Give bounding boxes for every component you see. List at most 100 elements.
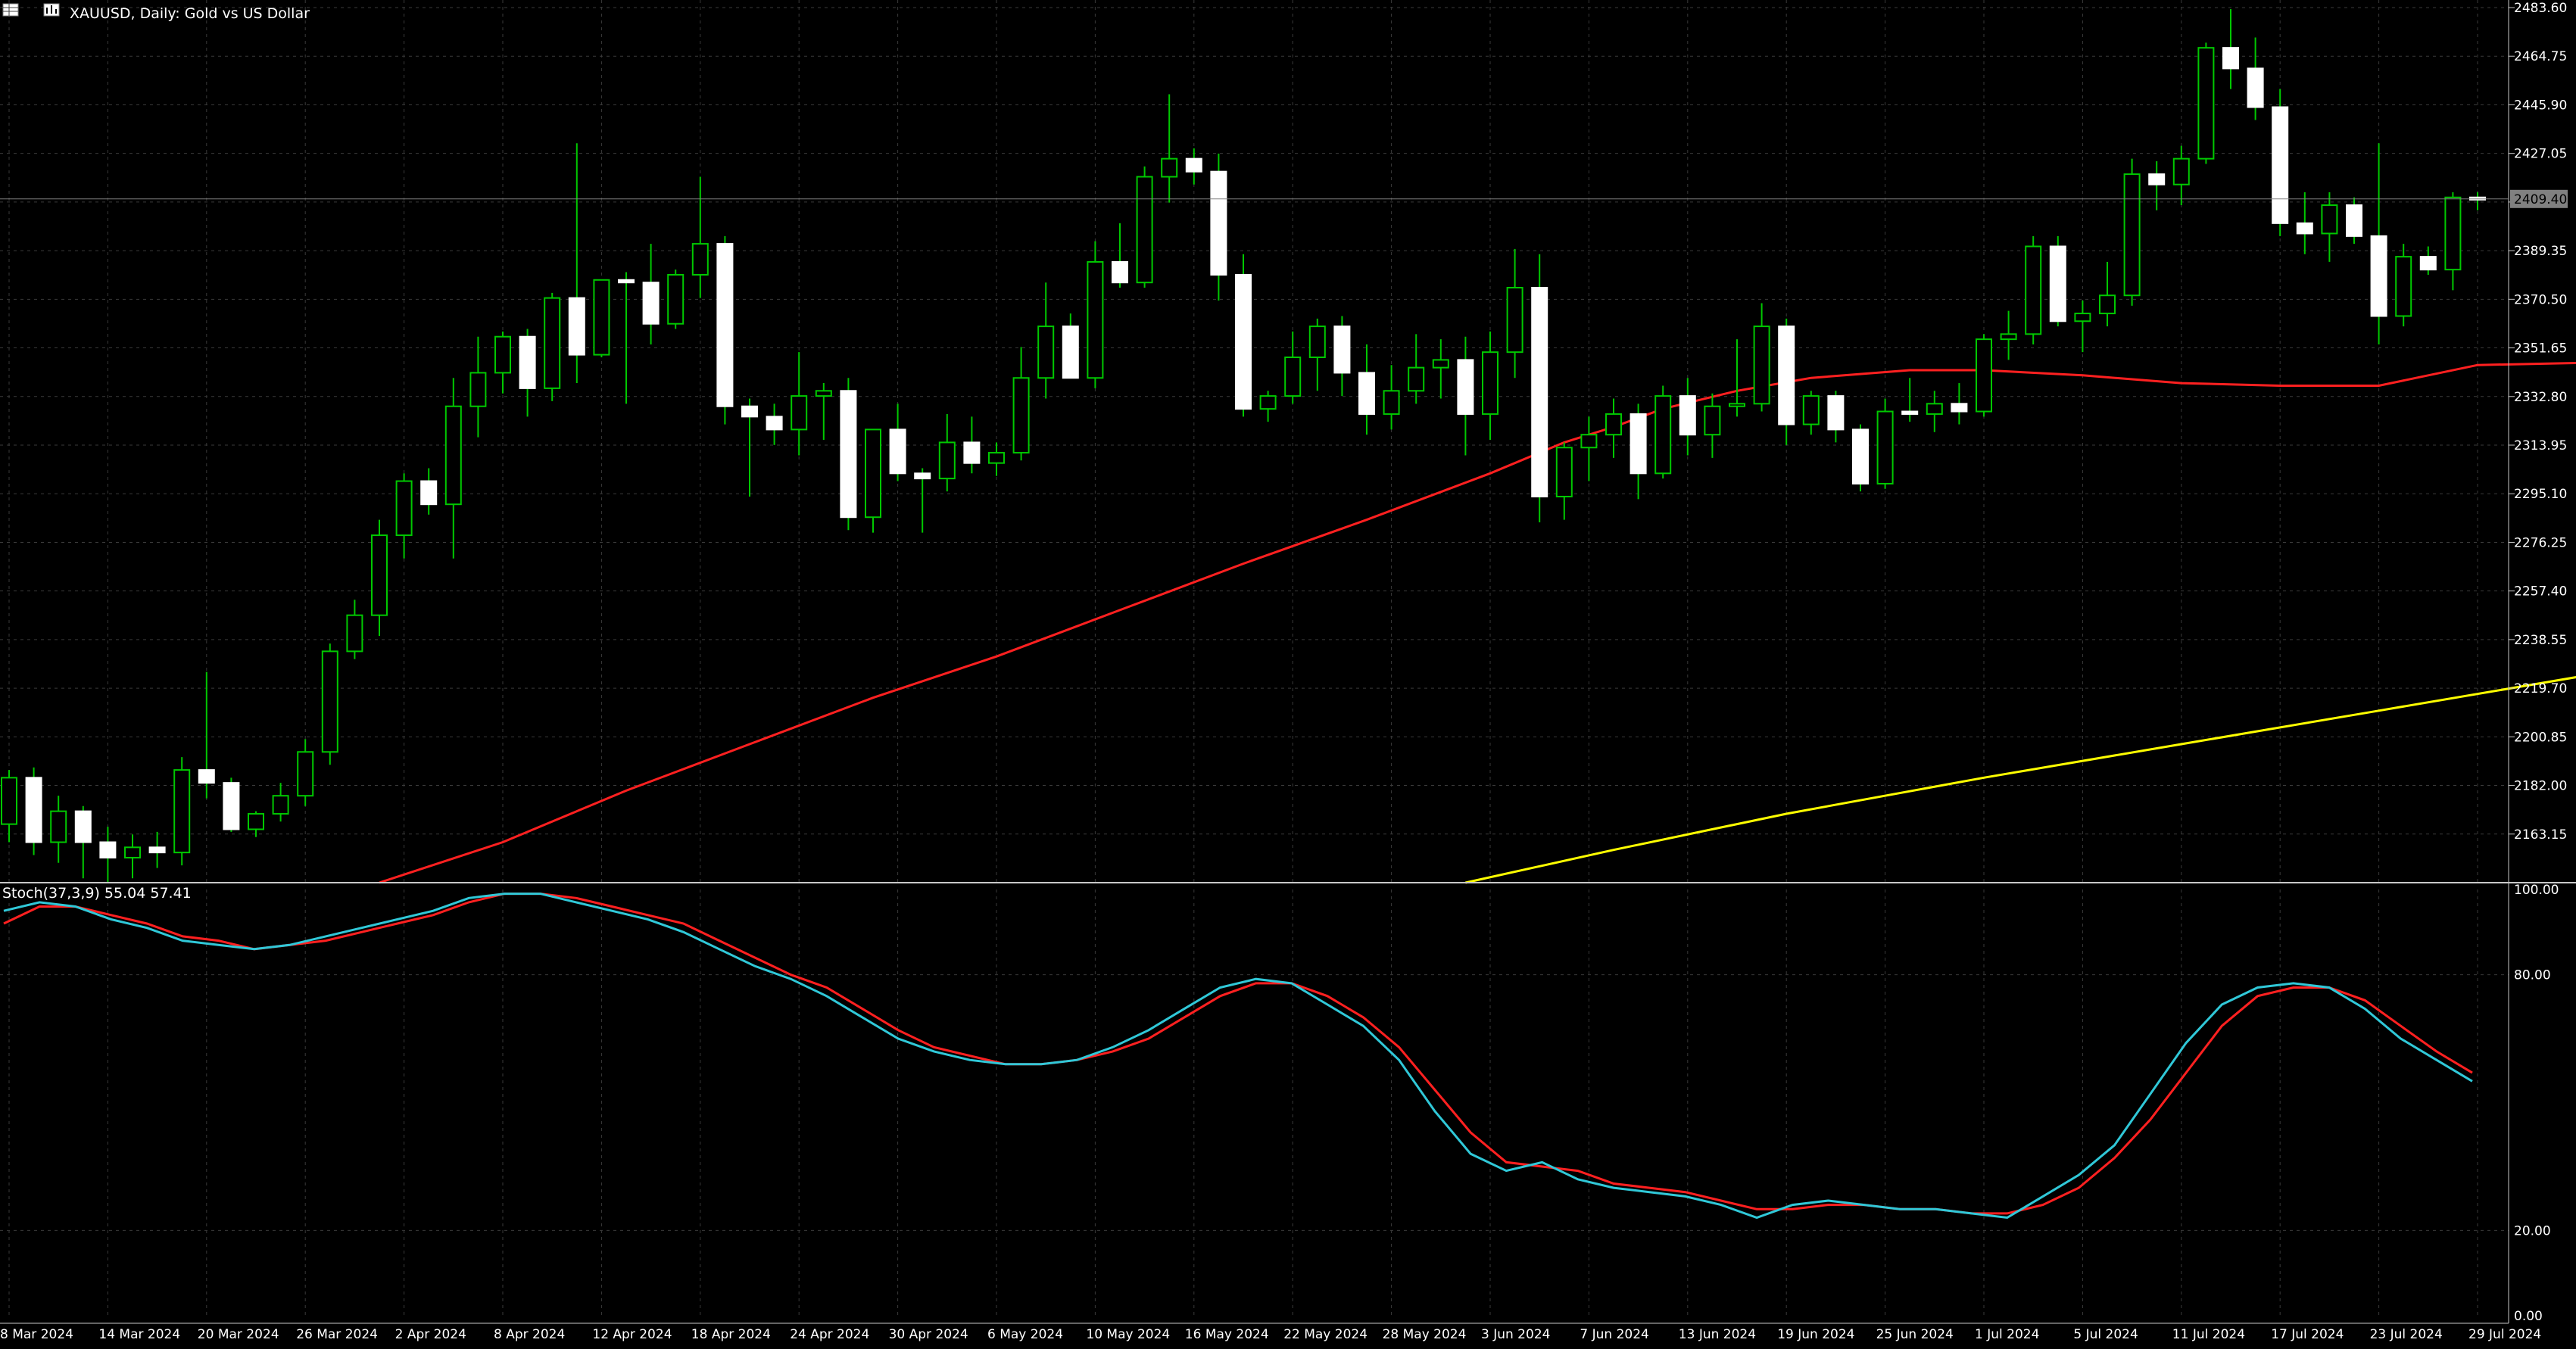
bullish-candle	[1605, 398, 1622, 458]
bullish-candle	[1926, 391, 1943, 432]
bullish-candle	[1580, 416, 1598, 481]
date-tick-label: 18 Apr 2024	[691, 1327, 771, 1342]
candle-body	[1729, 403, 1745, 407]
bullish-candle	[248, 811, 264, 837]
moving-averages	[379, 361, 2576, 884]
bullish-candle	[2172, 145, 2190, 205]
candle-body	[124, 846, 141, 858]
candle-body	[815, 390, 832, 397]
bullish-candle	[938, 413, 956, 492]
bullish-candle	[272, 783, 289, 822]
date-tick-label: 26 Mar 2024	[296, 1327, 378, 1342]
bullish-candle	[469, 336, 487, 438]
bearish-candle	[198, 671, 215, 799]
candle-body	[2099, 294, 2116, 315]
candle-body	[272, 795, 289, 815]
bearish-candle	[2247, 37, 2264, 120]
bullish-candle	[2025, 235, 2042, 344]
date-tick-label: 8 Mar 2024	[0, 1327, 73, 1342]
chart-icon[interactable]	[43, 3, 60, 17]
candle-body	[716, 243, 734, 407]
stochastic-lines	[3, 893, 2473, 1220]
candle-body	[1827, 395, 1845, 431]
candle-body	[593, 279, 610, 356]
date-tick-label: 2 Apr 2024	[395, 1327, 466, 1342]
candle-body	[889, 428, 906, 475]
candle-body	[346, 614, 363, 653]
candle-body	[2321, 204, 2338, 235]
candle-body	[1901, 410, 1919, 415]
candle-body	[1235, 273, 1252, 410]
price-tick-label: 2464.75	[2514, 49, 2567, 64]
bullish-candle	[321, 643, 338, 765]
date-tick-label: 19 Jun 2024	[1777, 1327, 1854, 1342]
price-tick-label: 2370.50	[2514, 292, 2567, 307]
candle-body	[1654, 395, 1672, 475]
candle-body	[1112, 260, 1128, 284]
bearish-candle	[2370, 143, 2387, 344]
candle-body	[321, 650, 338, 753]
bullish-candle	[2000, 310, 2017, 360]
bullish-candle	[1506, 248, 1523, 379]
bearish-candle	[1901, 378, 1919, 422]
price-tick-label: 2257.40	[2514, 584, 2567, 600]
bullish-candle	[1308, 318, 1326, 391]
candle-body	[2197, 47, 2215, 160]
bullish-candle	[1482, 331, 1499, 441]
bullish-candle	[667, 269, 685, 329]
candle-body	[667, 273, 685, 325]
indicator-label: Stoch(37,3,9) 55.04 57.41	[2, 885, 192, 902]
bullish-candle	[1259, 391, 1277, 422]
candle-body	[2123, 173, 2141, 297]
price-tick-label: 2163.15	[2514, 827, 2567, 843]
price-tick-label: 2313.95	[2514, 438, 2567, 453]
price-tick-label: 2427.05	[2514, 147, 2567, 162]
bullish-candle	[50, 796, 67, 863]
candle-body	[2025, 245, 2042, 335]
bearish-candle	[914, 468, 931, 533]
bearish-candle	[2469, 192, 2486, 210]
date-tick-label: 16 May 2024	[1185, 1327, 1269, 1342]
candle-body	[2469, 196, 2486, 201]
bullish-candle	[1161, 94, 1178, 203]
bearish-candle	[840, 378, 857, 531]
bearish-candle	[1062, 313, 1079, 379]
bearish-candle	[420, 468, 438, 515]
candle-body	[1284, 356, 1302, 397]
bullish-candle	[1037, 282, 1055, 399]
date-tick-label: 17 Jul 2024	[2271, 1327, 2344, 1342]
bullish-candle	[815, 383, 832, 441]
stoch-tick-label: 20.00	[2514, 1223, 2551, 1238]
current-price-box	[2510, 189, 2568, 208]
bullish-candle	[544, 292, 561, 401]
grid-icon[interactable]	[2, 3, 19, 17]
bearish-candle	[2419, 246, 2437, 275]
candle-body	[988, 452, 1005, 464]
bullish-candle	[1802, 391, 1820, 435]
bullish-candle	[593, 279, 610, 357]
bearish-candle	[1235, 254, 1252, 417]
bullish-candle	[1, 770, 17, 843]
candle-body	[148, 846, 166, 854]
candle-body	[1555, 447, 1573, 497]
candle-body	[1358, 372, 1375, 415]
candle-body	[1457, 359, 1474, 415]
candle-body	[494, 335, 511, 374]
bullish-candle	[865, 428, 881, 533]
candle-body	[1531, 287, 1548, 497]
price-tick-label: 2295.10	[2514, 487, 2567, 502]
bearish-candle	[1531, 254, 1548, 523]
candle-body	[1087, 260, 1104, 379]
candle-body	[99, 841, 117, 858]
bullish-candle	[988, 442, 1005, 476]
bullish-candle	[1729, 339, 1745, 417]
candle-body	[1679, 395, 1696, 436]
candle-body	[395, 480, 413, 537]
date-tick-label: 1 Jul 2024	[1975, 1327, 2039, 1342]
candle-body	[2148, 173, 2166, 185]
date-tick-label: 13 Jun 2024	[1679, 1327, 1756, 1342]
bearish-candle	[1210, 153, 1227, 301]
date-tick-label: 14 Mar 2024	[98, 1327, 180, 1342]
